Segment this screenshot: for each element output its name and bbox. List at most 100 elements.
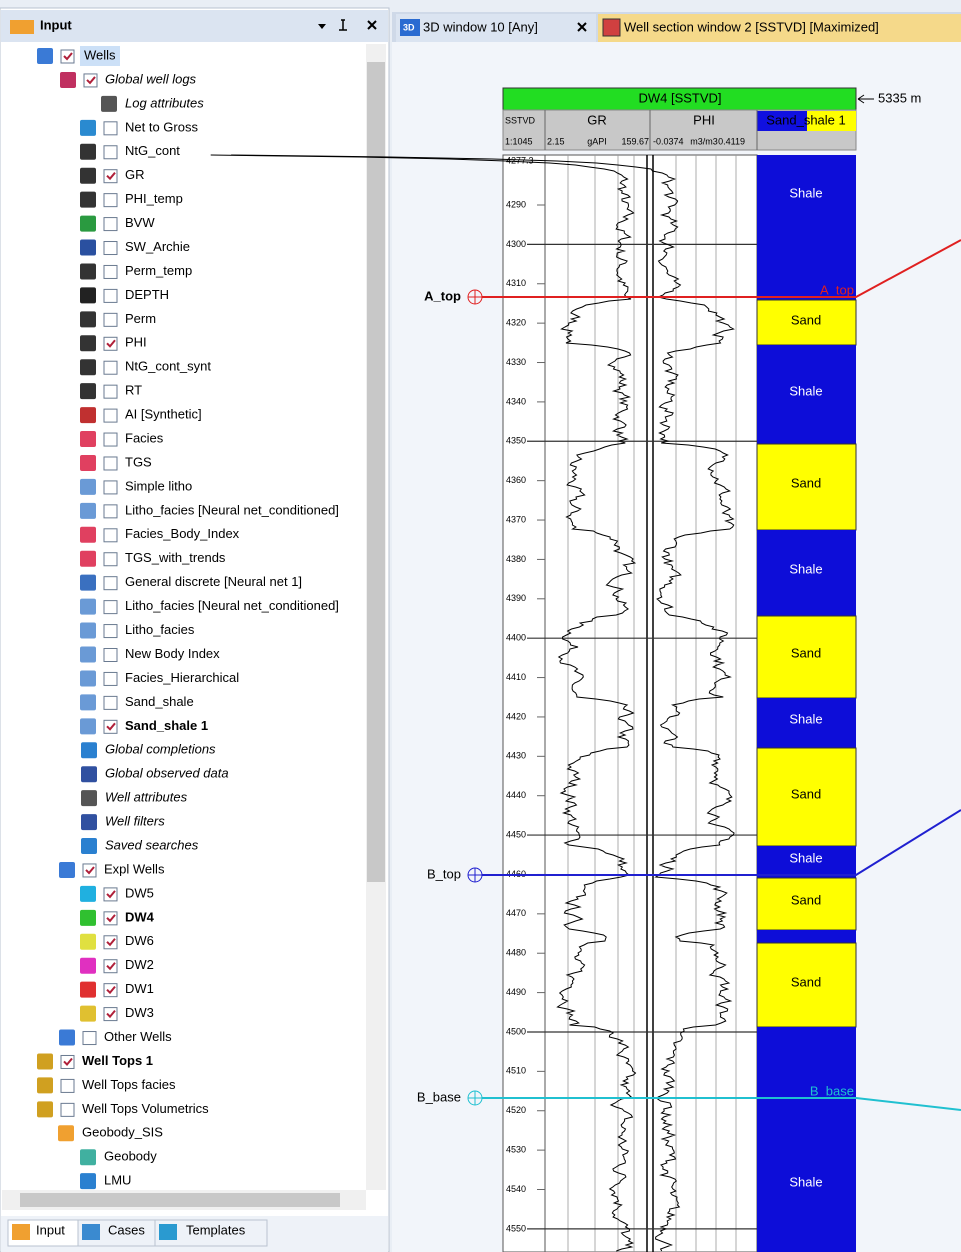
tree-item[interactable]: DW1 xyxy=(125,981,154,996)
checkbox[interactable] xyxy=(103,264,118,279)
tree-item[interactable]: Well Tops Volumetrics xyxy=(82,1101,209,1116)
tree-item[interactable]: NtG_cont_synt xyxy=(125,359,211,374)
checkbox[interactable] xyxy=(103,360,118,375)
tab-label[interactable]: Input xyxy=(36,1222,65,1237)
checkbox[interactable] xyxy=(103,432,118,447)
tree-item[interactable]: Net to Gross xyxy=(125,119,198,134)
tree-item[interactable]: General discrete [Neural net 1] xyxy=(125,574,302,589)
tree-item[interactable]: DW4 xyxy=(125,909,155,924)
tree-item[interactable]: TGS_with_trends xyxy=(125,550,226,565)
checkbox[interactable] xyxy=(103,456,118,471)
checkbox[interactable] xyxy=(103,671,118,686)
tree-item[interactable]: Global observed data xyxy=(105,766,229,781)
checkbox[interactable] xyxy=(103,959,118,974)
tree-item[interactable]: Perm_temp xyxy=(125,263,192,278)
checkbox[interactable] xyxy=(60,1078,75,1093)
tree-item[interactable]: New Body Index xyxy=(125,646,220,661)
tree-item[interactable]: RT xyxy=(125,383,142,398)
tab-3d[interactable] xyxy=(396,14,596,42)
checkbox[interactable] xyxy=(103,983,118,998)
pin-button[interactable] xyxy=(339,19,347,31)
tree-item[interactable]: PHI_temp xyxy=(125,191,183,206)
tree-item[interactable]: Saved searches xyxy=(105,837,199,852)
tree-item[interactable]: Global well logs xyxy=(105,71,197,86)
tab-label[interactable]: Templates xyxy=(186,1222,246,1237)
tree-item[interactable]: DW6 xyxy=(125,933,154,948)
h-scroll-thumb[interactable] xyxy=(20,1193,340,1207)
tree-item[interactable]: Litho_facies [Neural net_conditioned] xyxy=(125,502,339,517)
tab-label[interactable]: Cases xyxy=(108,1222,145,1237)
tree-item[interactable]: Well Tops 1 xyxy=(82,1053,153,1068)
tree-item[interactable]: Litho_facies [Neural net_conditioned] xyxy=(125,598,339,613)
checkbox[interactable] xyxy=(103,624,118,639)
tab-label[interactable]: 3D window 10 [Any] xyxy=(423,19,538,34)
tree-item[interactable]: NtG_cont xyxy=(125,143,180,158)
checkbox[interactable] xyxy=(103,312,118,327)
tree-item[interactable]: DEPTH xyxy=(125,287,169,302)
tree-item[interactable]: Litho_facies xyxy=(125,622,195,637)
checkbox[interactable] xyxy=(103,600,118,615)
tree-item[interactable]: Geobody xyxy=(104,1149,157,1164)
checkbox[interactable] xyxy=(103,480,118,495)
checkbox[interactable] xyxy=(103,552,118,567)
tree-item[interactable]: Perm xyxy=(125,311,156,326)
checkbox[interactable] xyxy=(103,169,118,184)
tree-item[interactable]: DW3 xyxy=(125,1005,154,1020)
checkbox[interactable] xyxy=(103,336,118,351)
checkbox[interactable] xyxy=(103,887,118,902)
checkbox[interactable] xyxy=(103,1007,118,1022)
checkbox[interactable] xyxy=(60,1054,75,1069)
tree-item[interactable]: AI [Synthetic] xyxy=(125,407,202,422)
tree-item[interactable]: Well Tops facies xyxy=(82,1077,176,1092)
tree-item[interactable]: Log attributes xyxy=(125,95,204,110)
checkbox[interactable] xyxy=(103,217,118,232)
checkbox[interactable] xyxy=(83,73,98,88)
tree-item[interactable]: Simple litho xyxy=(125,478,192,493)
checkbox[interactable] xyxy=(82,1031,97,1046)
tree-item[interactable]: Facies_Hierarchical xyxy=(125,670,239,685)
checkbox[interactable] xyxy=(103,911,118,926)
tree-item[interactable]: TGS xyxy=(125,454,152,469)
checkbox[interactable] xyxy=(60,49,75,64)
v-scroll-thumb[interactable] xyxy=(367,62,385,882)
tree-item[interactable]: PHI xyxy=(125,335,147,350)
tree-item[interactable]: Global completions xyxy=(105,742,216,757)
checkbox[interactable] xyxy=(103,384,118,399)
tree-item[interactable]: LMU xyxy=(104,1173,131,1188)
tree-item[interactable]: Well attributes xyxy=(105,790,188,805)
tab-close[interactable] xyxy=(577,22,587,32)
checkbox[interactable] xyxy=(103,695,118,710)
tree-item[interactable]: Facies xyxy=(125,430,164,445)
checkbox[interactable] xyxy=(103,719,118,734)
checkbox[interactable] xyxy=(82,863,97,878)
checkbox[interactable] xyxy=(103,935,118,950)
checkbox[interactable] xyxy=(103,288,118,303)
tab-label[interactable]: Well section window 2 [SSTVD] [Maximized… xyxy=(624,19,879,34)
tree-item[interactable]: Wells xyxy=(84,47,116,62)
checkbox[interactable] xyxy=(103,648,118,662)
checkbox[interactable] xyxy=(103,576,118,591)
tree-item[interactable]: Sand_shale 1 xyxy=(125,718,208,733)
tab-well-section[interactable] xyxy=(598,14,961,42)
checkbox[interactable] xyxy=(103,504,118,519)
tree-item[interactable]: Geobody_SIS xyxy=(82,1125,163,1140)
tree-item[interactable]: Well filters xyxy=(105,814,165,829)
close-button[interactable] xyxy=(367,20,377,30)
tree-item[interactable]: SW_Archie xyxy=(125,239,190,254)
checkbox[interactable] xyxy=(103,145,118,160)
tree-item[interactable]: GR xyxy=(125,167,145,182)
checkbox[interactable] xyxy=(103,193,118,208)
tree-item[interactable]: Expl Wells xyxy=(104,861,165,876)
tree-item[interactable]: BVW xyxy=(125,215,155,230)
tree-item[interactable]: DW2 xyxy=(125,957,154,972)
dropdown-button[interactable] xyxy=(318,24,326,29)
tree-item[interactable]: Facies_Body_Index xyxy=(125,526,240,541)
tree-item[interactable]: DW5 xyxy=(125,885,154,900)
checkbox[interactable] xyxy=(103,528,118,543)
tree-item[interactable]: Sand_shale xyxy=(125,694,194,709)
checkbox[interactable] xyxy=(60,1102,75,1117)
checkbox[interactable] xyxy=(103,408,118,423)
checkbox[interactable] xyxy=(103,241,118,256)
tree-item[interactable]: Other Wells xyxy=(104,1029,172,1044)
checkbox[interactable] xyxy=(103,121,118,136)
